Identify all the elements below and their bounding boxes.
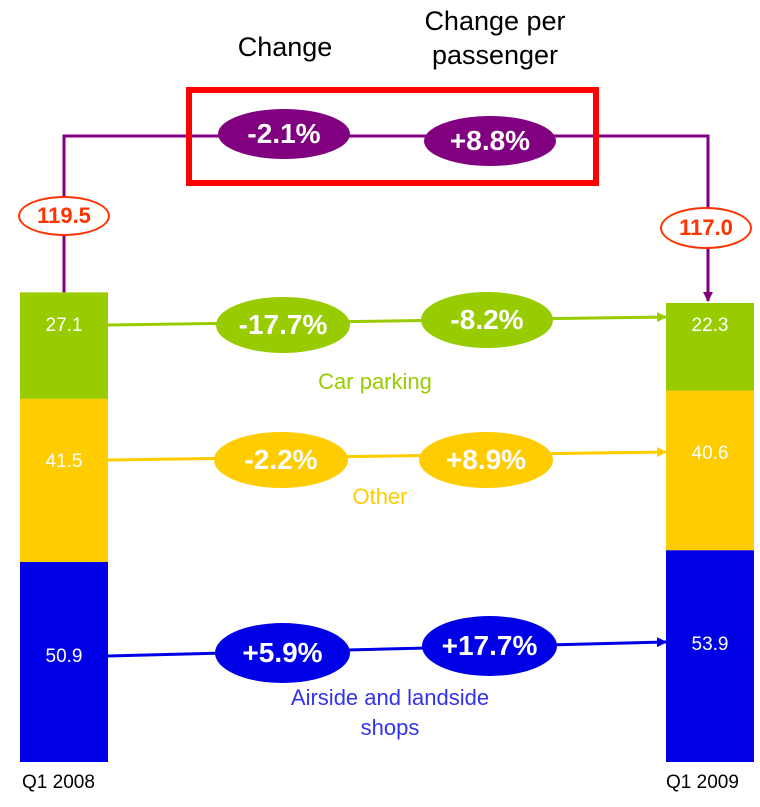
header-change-per-passenger: Change per passenger bbox=[424, 6, 566, 70]
highlight-box bbox=[186, 87, 599, 186]
segment-label-car-2008: 27.1 bbox=[45, 315, 83, 336]
total-2008-label: 119.5 bbox=[18, 196, 110, 236]
x-label-q1-2009: Q1 2009 bbox=[666, 772, 739, 793]
total-connector-line bbox=[62, 134, 713, 302]
category-label-shops: Airside and landside shops bbox=[290, 685, 490, 740]
segment-label-shops-2008: 50.9 bbox=[45, 646, 83, 667]
bar-car-q1-2009 bbox=[666, 302, 754, 391]
segment-label-shops-2009: 53.9 bbox=[691, 634, 729, 655]
total-2009-label: 117.0 bbox=[660, 207, 752, 249]
bar-shops-q1-2009 bbox=[666, 550, 754, 762]
x-label-q1-2008: Q1 2008 bbox=[22, 772, 95, 793]
segment-label-car-2009: 22.3 bbox=[691, 315, 729, 336]
other-change-ellipse: -2.2% bbox=[214, 432, 348, 488]
bar-car-q1-2008 bbox=[20, 292, 108, 399]
shops-per-passenger-ellipse: +17.7% bbox=[422, 616, 557, 676]
total-change-ellipse: -2.1% bbox=[218, 109, 350, 159]
category-label-other: Other bbox=[352, 484, 408, 509]
other-per-passenger-ellipse: +8.9% bbox=[419, 432, 553, 488]
total-per-passenger-ellipse: +8.8% bbox=[424, 116, 556, 166]
segment-label-other-2008: 41.5 bbox=[45, 451, 83, 472]
car-change-ellipse: -17.7% bbox=[216, 297, 350, 353]
segment-label-other-2009: 40.6 bbox=[691, 443, 729, 464]
bar-other-q1-2008 bbox=[20, 398, 108, 562]
connector-line-car bbox=[107, 312, 667, 327]
connector-line-shops bbox=[107, 637, 667, 658]
category-label-car-parking: Car parking bbox=[318, 369, 432, 394]
header-change: Change bbox=[237, 32, 333, 62]
car-per-passenger-ellipse: -8.2% bbox=[421, 292, 553, 348]
shops-change-ellipse: +5.9% bbox=[215, 623, 350, 683]
bar-other-q1-2009 bbox=[666, 390, 754, 551]
bar-shops-q1-2008 bbox=[20, 561, 108, 762]
connector-line-other bbox=[107, 447, 667, 462]
